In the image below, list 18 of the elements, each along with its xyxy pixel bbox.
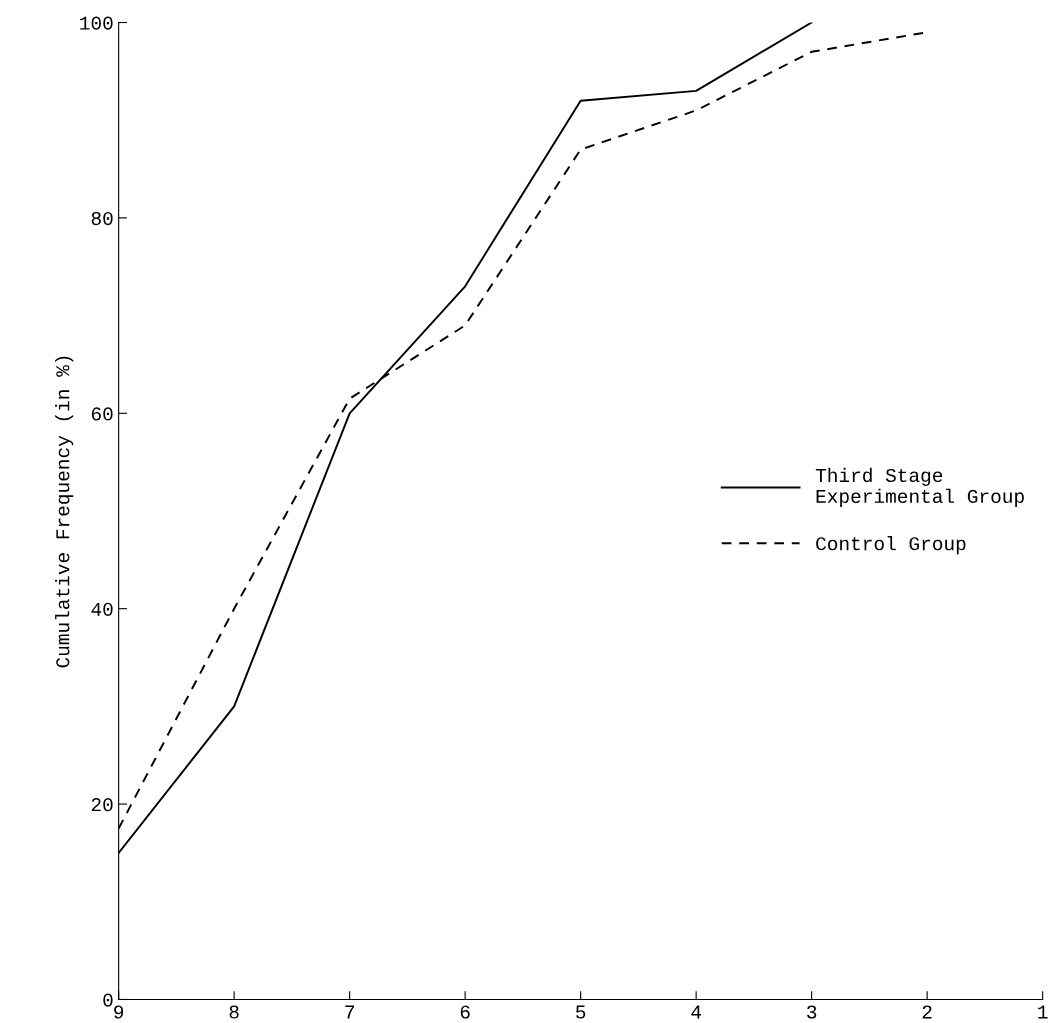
x-tick-label: 8: [229, 1005, 239, 1019]
x-tick-label: 2: [922, 1005, 932, 1019]
x-tick-label: 9: [114, 1005, 124, 1019]
y-tick-label: 100: [80, 16, 113, 30]
y-tick-label: 80: [91, 211, 113, 226]
y-tick-label: 0: [103, 993, 113, 1007]
x-tick-label: 3: [807, 1005, 817, 1019]
legend-label: Third Stage Experimental Group: [815, 467, 1024, 507]
y-tick-label: 60: [91, 407, 113, 421]
y-tick-label: 20: [91, 798, 113, 812]
y-axis-title: Cumulative Frequency (in %): [55, 356, 74, 668]
x-tick-label: 7: [345, 1005, 354, 1019]
y-tick-label: 40: [91, 602, 113, 616]
legend-label: Control Group: [816, 536, 966, 555]
x-tick-label: 6: [460, 1005, 470, 1019]
x-tick-label: 4: [691, 1005, 701, 1019]
x-tick-label: 1: [1038, 1005, 1048, 1019]
x-tick-label: 5: [576, 1005, 586, 1019]
